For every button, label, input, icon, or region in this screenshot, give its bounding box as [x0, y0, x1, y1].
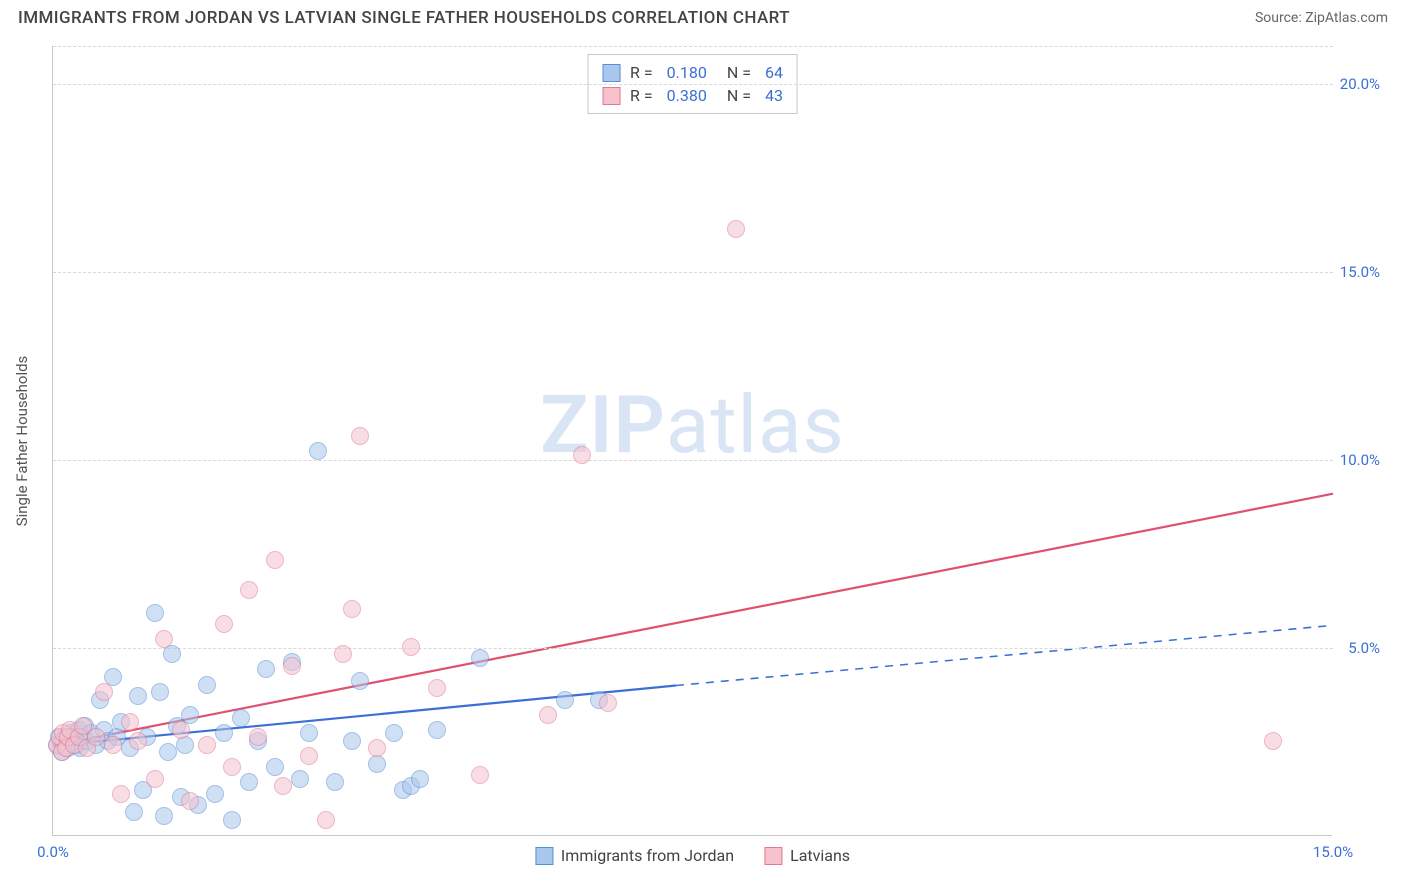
legend-n-label: N = [727, 63, 751, 82]
legend-series-label: Immigrants from Jordan [561, 846, 734, 865]
legend-row: R = 0.380 N = 43 [602, 84, 783, 107]
scatter-point [283, 657, 301, 675]
legend-r-value: 0.180 [663, 63, 707, 82]
legend-bottom: Immigrants from Jordan Latvians [535, 846, 850, 865]
scatter-point [266, 758, 284, 776]
scatter-point [232, 709, 250, 727]
scatter-point [121, 713, 139, 731]
scatter-point [129, 687, 147, 705]
legend-r-label: R = [630, 63, 653, 82]
scatter-point [87, 728, 105, 746]
regression-line-extrapolated [676, 625, 1333, 685]
scatter-point [159, 743, 177, 761]
scatter-point [155, 630, 173, 648]
scatter-point [334, 645, 352, 663]
scatter-point [274, 777, 292, 795]
scatter-point [343, 732, 361, 750]
scatter-point [539, 706, 557, 724]
source-label: Source: [1255, 10, 1302, 26]
chart-title: IMMIGRANTS FROM JORDAN VS LATVIAN SINGLE… [18, 8, 790, 28]
legend-n-value: 64 [761, 63, 783, 82]
scatter-point [317, 811, 335, 829]
scatter-point [727, 220, 745, 238]
gridline [53, 84, 1333, 85]
scatter-point [155, 807, 173, 825]
scatter-point [343, 600, 361, 618]
y-tick-label: 20.0% [1340, 75, 1380, 93]
legend-series-label: Latvians [790, 846, 850, 865]
scatter-point [129, 732, 147, 750]
y-axis-title: Single Father Households [13, 356, 31, 527]
gridline [53, 460, 1333, 461]
scatter-point [146, 604, 164, 622]
plot-area: ZIPatlas R = 0.180N = 64R = 0.380N = 43 … [52, 46, 1332, 836]
scatter-point [198, 736, 216, 754]
scatter-point [198, 676, 216, 694]
scatter-point [385, 724, 403, 742]
scatter-point [95, 683, 113, 701]
scatter-point [206, 785, 224, 803]
legend-row: R = 0.180 N = 64 [602, 61, 783, 84]
scatter-point [181, 792, 199, 810]
scatter-point [402, 638, 420, 656]
legend-n-value: 43 [761, 86, 783, 105]
gridline [53, 272, 1333, 273]
legend-r-value: 0.380 [663, 86, 707, 105]
scatter-point [471, 766, 489, 784]
x-tick-label: 15.0% [1313, 843, 1353, 861]
scatter-point [556, 691, 574, 709]
plot-wrap: Single Father Households ZIPatlas R = 0.… [52, 46, 1382, 836]
scatter-point [1264, 732, 1282, 750]
scatter-point [326, 773, 344, 791]
legend-bottom-item: Immigrants from Jordan [535, 846, 734, 865]
regression-line [53, 494, 1333, 746]
scatter-point [573, 446, 591, 464]
gridline [53, 46, 1333, 47]
x-tick-label: 0.0% [37, 843, 69, 861]
scatter-point [249, 728, 267, 746]
scatter-point [428, 721, 446, 739]
scatter-point [428, 679, 446, 697]
scatter-point [309, 442, 327, 460]
scatter-point [172, 721, 190, 739]
scatter-point [112, 785, 130, 803]
scatter-point [125, 803, 143, 821]
scatter-point [146, 770, 164, 788]
scatter-point [368, 739, 386, 757]
scatter-point [163, 645, 181, 663]
title-bar: IMMIGRANTS FROM JORDAN VS LATVIAN SINGLE… [0, 0, 1406, 32]
legend-swatch [602, 64, 620, 82]
scatter-point [266, 551, 284, 569]
legend-swatch [602, 87, 620, 105]
y-tick-label: 5.0% [1348, 639, 1380, 657]
scatter-point [351, 672, 369, 690]
legend-swatch [764, 847, 782, 865]
source-name: ZipAtlas.com [1305, 10, 1388, 26]
scatter-point [223, 811, 241, 829]
scatter-point [300, 724, 318, 742]
scatter-point [257, 660, 275, 678]
scatter-point [351, 427, 369, 445]
scatter-point [104, 736, 122, 754]
scatter-point [411, 770, 429, 788]
scatter-point [215, 615, 233, 633]
scatter-point [471, 649, 489, 667]
legend-n-label: N = [727, 86, 751, 105]
legend-r-label: R = [630, 86, 653, 105]
scatter-point [240, 581, 258, 599]
scatter-point [291, 770, 309, 788]
source-attribution: Source: ZipAtlas.com [1255, 10, 1388, 26]
scatter-point [151, 683, 169, 701]
scatter-point [240, 773, 258, 791]
y-tick-label: 15.0% [1340, 263, 1380, 281]
y-tick-label: 10.0% [1340, 451, 1380, 469]
scatter-point [300, 747, 318, 765]
legend-bottom-item: Latvians [764, 846, 850, 865]
scatter-point [223, 758, 241, 776]
scatter-point [215, 724, 233, 742]
gridline [53, 648, 1333, 649]
legend-swatch [535, 847, 553, 865]
scatter-point [599, 694, 617, 712]
